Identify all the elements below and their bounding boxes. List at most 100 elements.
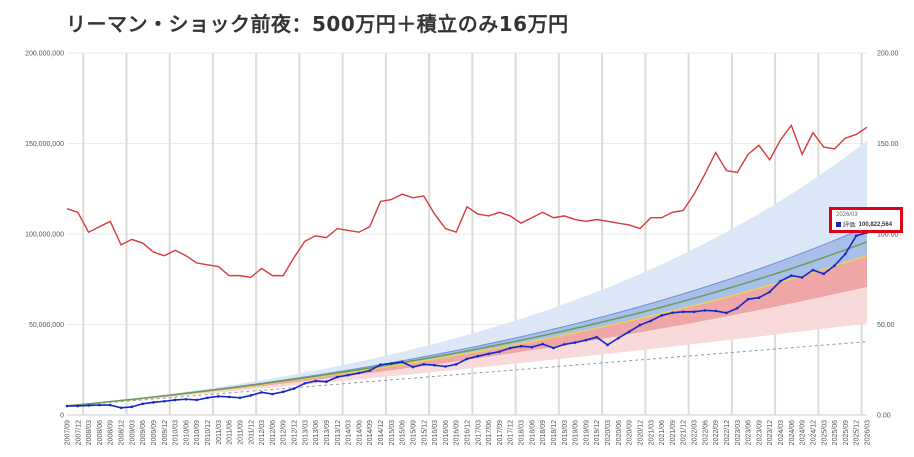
- x-tick-label: 2022/06: [702, 420, 709, 445]
- tooltip-label: 評価:: [843, 223, 857, 229]
- value-point: [638, 323, 642, 327]
- x-tick-label: 2008/03: [86, 420, 93, 445]
- x-tick-label: 2009/03: [129, 420, 136, 445]
- value-point: [779, 279, 782, 283]
- x-tick-label: 2016/09: [454, 420, 461, 445]
- value-point: [108, 403, 112, 407]
- value-point: [681, 310, 685, 314]
- value-point: [227, 395, 231, 399]
- value-point: [844, 252, 847, 256]
- value-point: [130, 405, 134, 409]
- value-point: [184, 397, 188, 401]
- value-point: [400, 360, 404, 364]
- right-tick-label: 150.00: [877, 141, 899, 148]
- x-tick-label: 2010/03: [173, 420, 180, 445]
- value-point: [833, 264, 836, 267]
- median-line: [66, 241, 868, 407]
- x-tick-label: 2022/12: [724, 420, 731, 445]
- value-point: [433, 363, 436, 367]
- value-point: [519, 344, 523, 348]
- value-point: [790, 274, 793, 277]
- x-tick-label: 2013/03: [302, 420, 309, 445]
- x-tick-label: 2024/09: [800, 420, 807, 445]
- value-point: [325, 380, 328, 383]
- x-tick-label: 2016/12: [465, 420, 472, 445]
- x-tick-label: 2021/03: [648, 420, 655, 445]
- x-tick-label: 2007/09: [65, 420, 72, 445]
- value-point: [281, 390, 285, 394]
- left-tick-label: 150,000,000: [25, 141, 64, 148]
- value-point: [249, 394, 253, 397]
- series-lines: [65, 123, 869, 410]
- x-tick-label: 2012/12: [292, 420, 299, 445]
- x-tick-label: 2017/03: [475, 420, 482, 445]
- value-point: [217, 395, 220, 398]
- value-point: [368, 369, 372, 372]
- x-tick-label: 2010/06: [183, 420, 190, 445]
- x-tick-label: 2024/12: [810, 420, 817, 445]
- value-point: [476, 354, 480, 358]
- chart-title: リーマン・ショック前夜：500万円＋積立のみ16万円: [66, 12, 569, 36]
- x-tick-label: 2016/06: [443, 420, 450, 445]
- x-tick-label: 2012/06: [270, 420, 277, 445]
- x-tick-label: 2019/03: [562, 420, 569, 445]
- x-tick-label: 2014/03: [346, 420, 353, 445]
- left-tick-label: 50,000,000: [29, 322, 64, 329]
- value-point: [617, 336, 620, 340]
- x-tick-label: 2015/06: [400, 420, 407, 445]
- value-point: [98, 403, 101, 407]
- value-point: [627, 330, 631, 334]
- band-upper-outer: [67, 140, 867, 406]
- value-point: [530, 345, 534, 349]
- value-point: [303, 382, 307, 385]
- x-tick-label: 2008/09: [108, 420, 115, 445]
- x-tick-label: 2010/12: [205, 420, 212, 445]
- value-point: [422, 363, 426, 366]
- value-point: [811, 268, 815, 272]
- value-point: [703, 309, 707, 312]
- left-tick-label: 100,000,000: [25, 232, 64, 239]
- x-tick-label: 2015/03: [389, 420, 396, 445]
- x-tick-label: 2011/03: [216, 420, 223, 445]
- x-tick-label: 2013/06: [313, 420, 320, 445]
- x-tick-label: 2014/06: [356, 420, 363, 445]
- x-tick-label: 2016/03: [432, 420, 439, 445]
- value-point: [541, 342, 544, 346]
- x-tick-label: 2014/09: [367, 420, 374, 445]
- right-axis: 0.00 50.00 100.00 150.00 200.00: [877, 51, 899, 420]
- value-point: [444, 365, 447, 368]
- x-tick-label: 2024/06: [789, 420, 796, 445]
- x-tick-label: 2019/09: [583, 420, 590, 445]
- x-tick-label: 2018/09: [540, 420, 547, 445]
- value-point: [562, 343, 566, 346]
- value-point: [454, 363, 458, 366]
- x-tick-label: 2020/12: [637, 420, 644, 445]
- x-tick-label: 2009/12: [162, 420, 169, 445]
- x-tick-label: 2023/03: [735, 420, 742, 445]
- value-point: [206, 396, 209, 400]
- x-axis: 2007/09 2007/12 2008/03 2008/06 2008/09 2008/…: [65, 420, 872, 445]
- value-point: [271, 392, 274, 396]
- value-point: [195, 398, 199, 402]
- value-point: [390, 362, 393, 365]
- x-tick-label: 2011/09: [237, 420, 244, 445]
- x-tick-label: 2017/09: [497, 420, 504, 445]
- x-tick-label: 2014/12: [378, 420, 385, 445]
- x-tick-label: 2019/12: [594, 420, 601, 445]
- x-tick-label: 2009/06: [140, 420, 147, 445]
- x-tick-label: 2017/06: [486, 420, 493, 445]
- value-point: [746, 297, 750, 301]
- x-tick-label: 2023/06: [746, 420, 753, 445]
- value-point: [725, 311, 728, 315]
- value-point: [660, 314, 663, 317]
- x-tick-label: 2025/12: [854, 420, 861, 445]
- x-tick-label: 2023/12: [767, 420, 774, 445]
- value-point: [606, 343, 609, 347]
- value-point: [498, 350, 501, 353]
- x-tick-label: 2013/09: [324, 420, 331, 445]
- value-point: [692, 310, 696, 314]
- x-tick-label: 2023/09: [756, 420, 763, 445]
- x-tick-label: 2022/03: [692, 420, 699, 445]
- value-point: [335, 375, 339, 379]
- value-point: [552, 346, 555, 350]
